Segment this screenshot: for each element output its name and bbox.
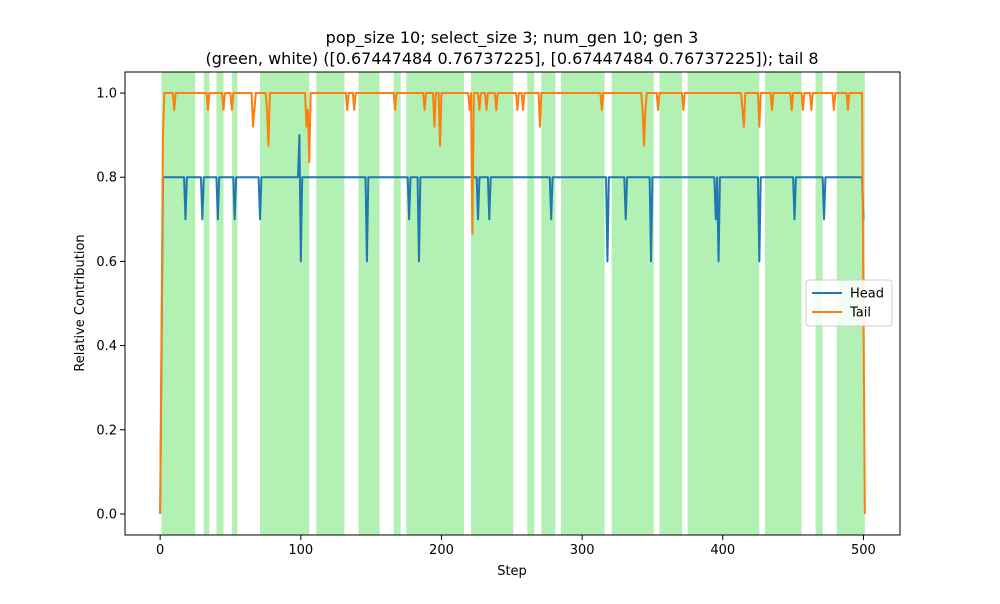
legend-label-tail: Tail	[849, 306, 871, 321]
x-axis-ticks: 0 100 200 300 400 500	[156, 535, 876, 558]
y-tick-label: 0.4	[96, 339, 117, 354]
legend: Head Tail	[805, 279, 893, 327]
green-band	[764, 72, 802, 535]
y-tick-label: 1.0	[96, 87, 117, 102]
x-tick-label: 200	[429, 543, 454, 558]
green-band	[316, 72, 345, 535]
green-band	[393, 72, 401, 535]
green-band	[659, 72, 682, 535]
x-tick-label: 100	[288, 543, 313, 558]
green-band	[527, 72, 535, 535]
chart-title-line2: (green, white) ([0.67447484 0.76737225],…	[205, 49, 818, 68]
green-band	[358, 72, 380, 535]
legend-box	[805, 279, 893, 327]
green-band	[406, 72, 464, 535]
series-line-tail	[159, 92, 866, 514]
green-band	[611, 72, 654, 535]
y-tick-label: 0.6	[96, 255, 117, 270]
x-tick-label: 300	[570, 543, 595, 558]
y-tick-label: 0.2	[96, 423, 117, 438]
green-band	[216, 72, 224, 535]
x-axis-label: Step	[497, 564, 527, 579]
chart-title-line1: pop_size 10; select_size 3; num_gen 10; …	[326, 28, 699, 48]
y-tick-label: 0.8	[96, 171, 117, 186]
green-bands	[161, 72, 865, 535]
green-band	[231, 72, 238, 535]
green-band	[561, 72, 605, 535]
plot-lines	[159, 92, 866, 514]
y-tick-label: 0.0	[96, 507, 117, 522]
axes-frame	[124, 71, 901, 536]
green-band	[203, 72, 210, 535]
x-tick-label: 0	[156, 543, 164, 558]
series-line-head	[159, 134, 865, 514]
green-band	[161, 72, 196, 535]
legend-label-head: Head	[850, 287, 884, 302]
y-axis-label: Relative Contribution	[73, 234, 88, 371]
green-band	[541, 72, 556, 535]
green-band	[471, 72, 514, 535]
green-band	[260, 72, 310, 535]
y-axis-ticks: 0.0 0.2 0.4 0.6 0.8 1.0	[96, 87, 125, 522]
x-tick-label: 400	[710, 543, 735, 558]
x-tick-label: 500	[851, 543, 876, 558]
green-band	[687, 72, 760, 535]
